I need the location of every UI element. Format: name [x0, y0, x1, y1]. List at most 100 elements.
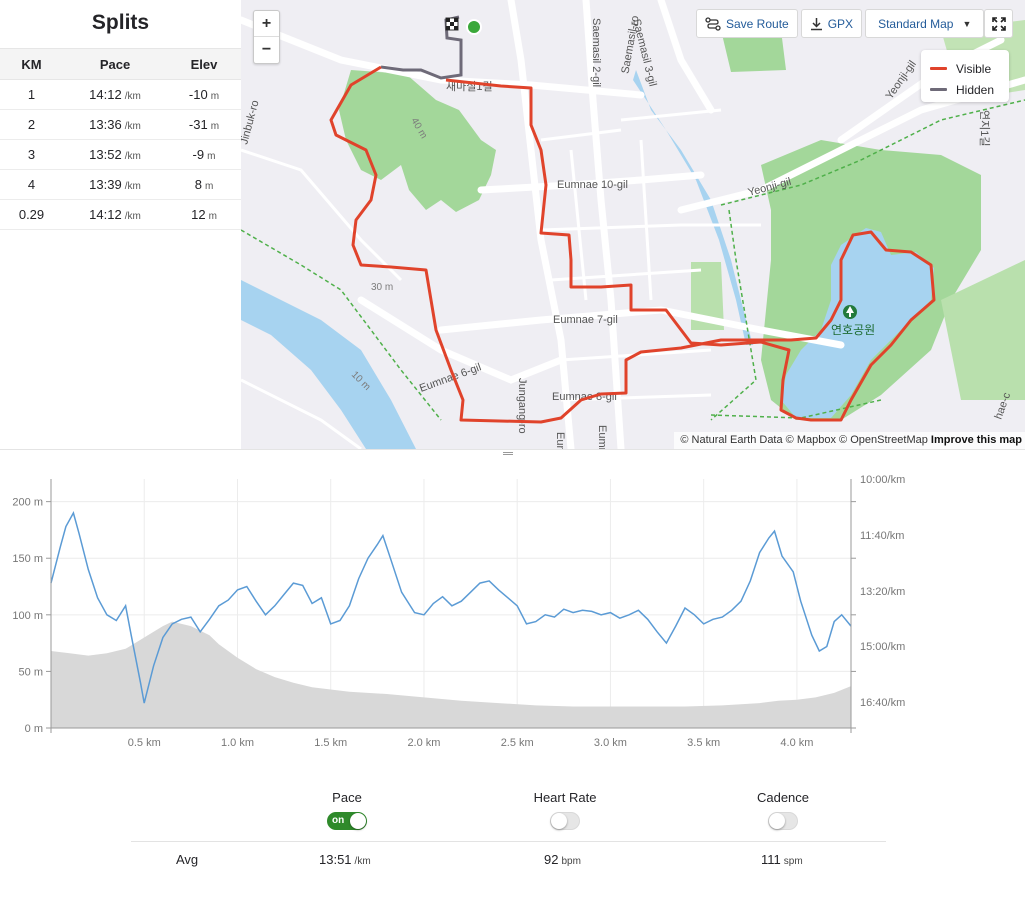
x-axis-tick: 3.5 km — [687, 737, 720, 749]
right-axis-tick: 16:40/km — [860, 697, 905, 709]
route-map[interactable]: Saemasil 2-gil Saemasil 3-gil Saemasil-r… — [241, 0, 1025, 449]
pace-toggle-label: Pace — [332, 790, 362, 805]
x-axis-tick: 0.5 km — [128, 737, 161, 749]
attribution-osm[interactable]: © OpenStreetMap — [839, 434, 928, 446]
map-label-road: Saemasil 2-gil — [590, 18, 602, 87]
pace-toggle-group: Pace on — [277, 790, 417, 835]
x-axis-tick: 1.0 km — [221, 737, 254, 749]
split-pace-value: 13:36 — [89, 117, 122, 132]
split-pace-unit: /km — [124, 181, 141, 192]
gpx-label: GPX — [827, 16, 854, 31]
split-km: 2 — [27, 117, 36, 132]
save-route-button[interactable]: Save Route — [696, 9, 798, 38]
pace-toggle[interactable]: on — [327, 812, 367, 830]
splits-header-km: KM — [21, 56, 42, 72]
x-axis-tick: 4.0 km — [780, 737, 813, 749]
cadence-toggle-label: Cadence — [756, 790, 810, 805]
map-style-select[interactable]: Standard Map ▼ — [865, 9, 985, 38]
avg-heart-rate-value: 92 — [544, 852, 559, 867]
attribution-mapbox[interactable]: © Mapbox — [785, 434, 836, 446]
map-style-label: Standard Map — [878, 16, 954, 31]
split-km: 0.29 — [18, 207, 45, 222]
resize-divider[interactable] — [0, 449, 1025, 457]
legend-hidden-swatch — [930, 88, 947, 91]
legend-hidden: Hidden — [930, 79, 1009, 100]
split-pace-value: 14:12 — [89, 87, 122, 102]
split-row: 3 13:52/km -9 m — [0, 140, 241, 170]
map-label-park: 연호공원 — [831, 323, 875, 337]
map-label-road: Eumnae 10-gil — [557, 179, 628, 191]
map-label-road: Eumn — [596, 425, 608, 449]
zoom-control: + − — [253, 10, 280, 64]
download-icon — [810, 17, 822, 30]
drag-handle-icon[interactable] — [503, 452, 513, 455]
cadence-toggle[interactable] — [768, 812, 798, 830]
split-pace-unit: /km — [124, 91, 141, 102]
map-attribution: © Natural Earth Data © Mapbox © OpenStre… — [674, 432, 1025, 449]
avg-pace-value: 13:51 — [319, 852, 352, 867]
avg-cadence-unit: spm — [783, 856, 803, 867]
x-axis-tick: 3.0 km — [594, 737, 627, 749]
map-label-road: 연지1길 — [978, 110, 991, 146]
split-elev-value: -31 — [188, 117, 208, 132]
right-axis-tick: 13:20/km — [860, 586, 905, 598]
x-axis-tick: 1.5 km — [314, 737, 347, 749]
gpx-download-button[interactable]: GPX — [800, 9, 863, 38]
avg-pace-unit: /km — [354, 856, 371, 867]
legend-visible-swatch — [930, 67, 947, 70]
pace-line — [50, 511, 852, 704]
route-visible-line — [329, 65, 936, 424]
park-area — [339, 70, 496, 212]
river — [633, 70, 753, 345]
split-pace: 13:52/km — [63, 140, 167, 170]
avg-heart-rate-unit: bpm — [561, 856, 581, 867]
split-elev: -31 m — [167, 110, 241, 140]
legend-visible: Visible — [930, 58, 1009, 79]
zoom-out-button[interactable]: − — [261, 41, 272, 58]
map-label-road: Jungang-ro — [516, 378, 528, 434]
map-label-road: Eumnae 7-gil — [553, 314, 618, 326]
finish-flag-icon — [445, 17, 459, 31]
split-elev-value: 8 — [194, 177, 202, 192]
splits-title: Splits — [91, 11, 150, 34]
avg-label: Avg — [176, 852, 199, 867]
heart-rate-toggle-group: Heart Rate — [495, 790, 635, 835]
map-canvas[interactable]: Saemasil 2-gil Saemasil 3-gil Saemasil-r… — [241, 0, 1025, 449]
splits-header-row: KM Pace Elev — [0, 48, 241, 80]
split-pace-unit: /km — [124, 151, 141, 162]
splits-header-pace: Pace — [99, 56, 131, 72]
split-pace: 14:12/km — [63, 80, 167, 110]
zoom-in-button[interactable]: + — [254, 11, 279, 37]
split-pace: 13:39/km — [63, 170, 167, 200]
heart-rate-toggle[interactable] — [550, 812, 580, 830]
metric-toggles: Pace on Heart Rate Cadence Avg 13:51/km … — [0, 790, 1025, 900]
split-elev: 12 m — [167, 200, 241, 230]
route-icon — [705, 16, 721, 31]
toggle-knob — [551, 813, 567, 829]
avg-heart-rate: 92 bpm — [544, 852, 581, 867]
split-km: 1 — [27, 87, 36, 102]
toggle-knob — [350, 813, 366, 829]
split-elev: -10 m — [167, 80, 241, 110]
tree-icon-glyph — [846, 306, 854, 317]
split-elev-value: -10 — [188, 87, 208, 102]
x-axis-tick: 2.5 km — [501, 737, 534, 749]
attribution-natural-earth[interactable]: © Natural Earth Data — [680, 434, 783, 446]
elevation-pace-chart[interactable]: 200 m 150 m 100 m 50 m 0 m 10:00/km 11:4… — [0, 457, 1025, 757]
fullscreen-button[interactable] — [984, 9, 1013, 38]
split-pace-unit: /km — [124, 211, 141, 222]
split-elev: -9 m — [167, 140, 241, 170]
split-elev-value: -9 — [192, 147, 205, 162]
splits-panel: Splits KM Pace Elev 1 14:12/km -10 m 2 13… — [0, 0, 241, 449]
avg-pace: 13:51/km — [319, 852, 371, 867]
right-axis-tick: 10:00/km — [860, 474, 905, 486]
map-label-elev: 30 m — [371, 282, 393, 293]
right-axis-tick: 11:40/km — [860, 530, 904, 542]
improve-map-link[interactable]: Improve this map — [930, 434, 1022, 446]
route-legend: Visible Hidden — [921, 50, 1009, 102]
save-route-label: Save Route — [726, 16, 789, 31]
left-axis-tick: 100 m — [12, 610, 43, 622]
x-axis-tick: 2.0 km — [407, 737, 440, 749]
fullscreen-icon — [991, 16, 1006, 31]
park-area — [721, 30, 786, 72]
